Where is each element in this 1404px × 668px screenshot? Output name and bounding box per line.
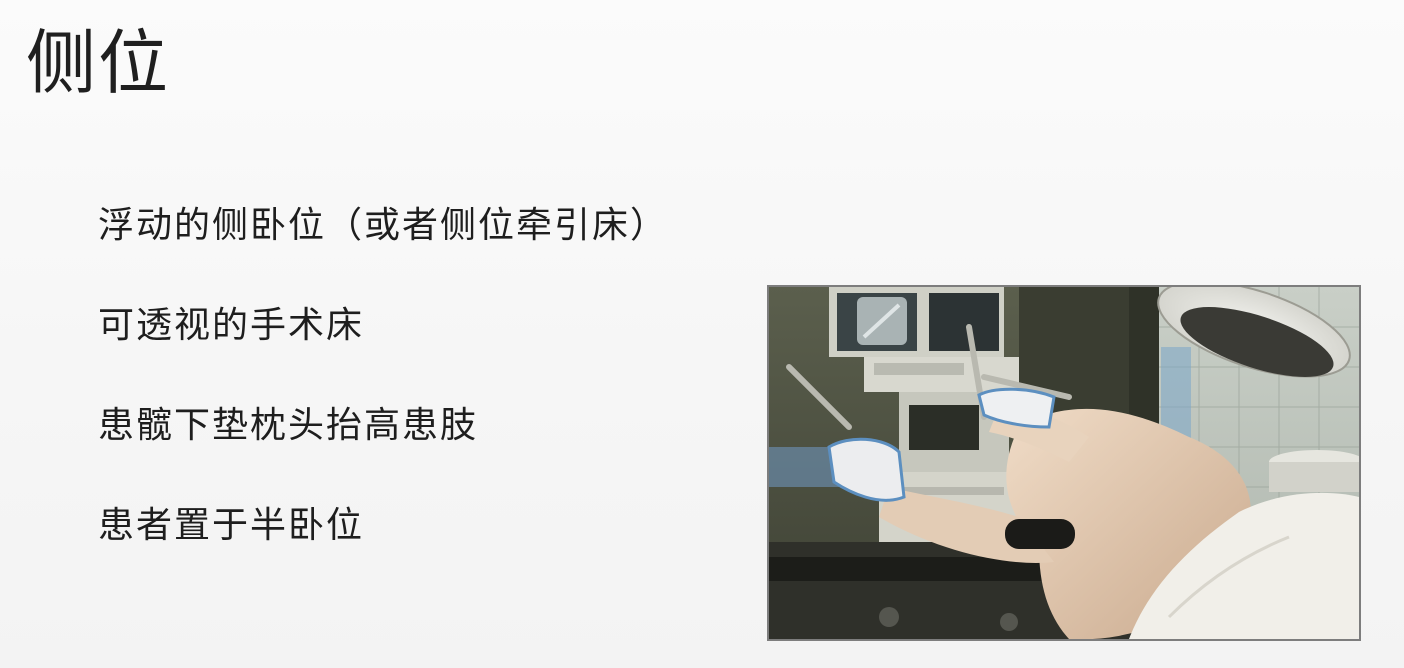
bullet-item-2: 可透视的手术床 (98, 305, 365, 346)
bullet-item-1: 浮动的侧卧位（或者侧位牵引床） (98, 205, 669, 246)
bullet-item-3: 患髋下垫枕头抬高患肢 (98, 405, 479, 446)
bullet-list: 浮动的侧卧位（或者侧位牵引床） 可透视的手术床 患髋下垫枕头抬高患肢 患者置于半… (98, 208, 668, 608)
bullet-item-4: 患者置于半卧位 (98, 505, 365, 546)
surgery-photo (767, 285, 1361, 641)
slide-title: 侧位 (26, 22, 170, 104)
